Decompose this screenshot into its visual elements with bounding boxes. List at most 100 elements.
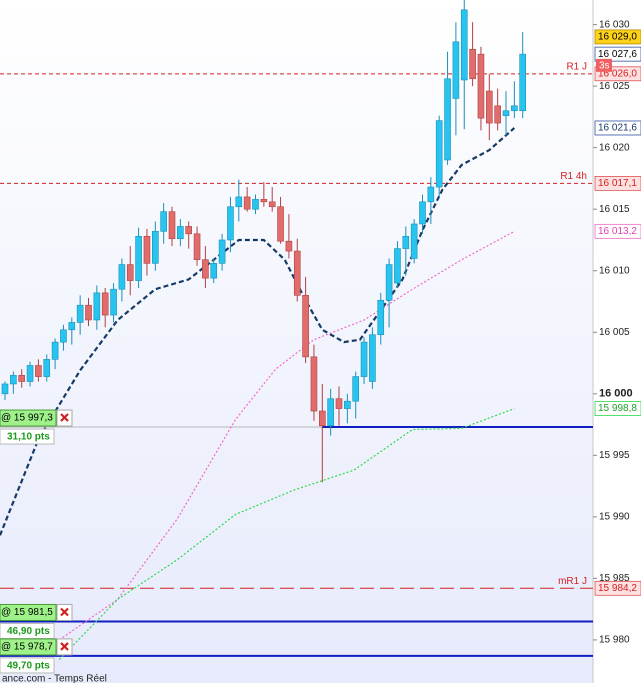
candle-body (177, 226, 184, 240)
level-label: R1 4h (560, 171, 587, 182)
candle-body (485, 90, 493, 124)
order-pts: 31,10 pts (7, 432, 50, 443)
level-tag-box (594, 176, 641, 191)
order-pts: 49,70 pts (7, 661, 50, 672)
candle-body (18, 375, 26, 382)
candle-body (202, 259, 209, 279)
candle-body (260, 199, 268, 203)
candle-body (494, 105, 501, 124)
candle-body (419, 201, 426, 225)
order-label: @ 15 981,5 (1, 607, 53, 618)
order-box (0, 409, 57, 427)
price-tag: 15 998,8 (598, 403, 637, 414)
candle-body (477, 53, 485, 119)
candle-body (210, 263, 218, 279)
candle-body (60, 329, 67, 343)
candle-body (93, 292, 101, 321)
price-tag: 16 027,6 (598, 49, 637, 60)
candle-body (143, 235, 151, 264)
candle-body (76, 304, 84, 323)
order-box (0, 603, 57, 621)
order-label: @ 15 978,7 (1, 642, 53, 653)
candle-body (344, 400, 351, 409)
level-label: R1 J (566, 61, 587, 72)
level-tag: 16 017,1 (598, 178, 637, 189)
candle-body (360, 341, 368, 377)
candle-body (243, 196, 251, 210)
candle-body (327, 398, 334, 427)
candle-body (519, 53, 527, 112)
candle-body (310, 356, 318, 412)
candle-body (168, 211, 176, 240)
candle-body (410, 223, 418, 259)
candle-body (377, 299, 385, 336)
candle-body (51, 341, 59, 360)
price-tag-box (594, 46, 641, 62)
candle-body (394, 248, 401, 284)
candle-body (118, 264, 126, 290)
candle-body (152, 231, 159, 264)
moving-average (58, 230, 515, 641)
y-tick-label: 16 025 (599, 81, 630, 92)
price-tag-box (594, 223, 641, 239)
y-tick-label: 15 985 (599, 573, 630, 584)
y-tick-label: 16 000 (599, 388, 633, 400)
order-cancel-icon (60, 413, 69, 422)
y-tick-label: 16 010 (599, 265, 630, 276)
y-tick-label: 16 005 (599, 327, 630, 338)
candle-body (511, 105, 518, 112)
timer-box (596, 58, 612, 72)
order-cancel-icon (60, 642, 69, 651)
candle-body (85, 304, 92, 321)
plot-background (0, 0, 593, 683)
candle-body (444, 78, 451, 161)
candle-body (427, 186, 435, 203)
axis-background (593, 0, 641, 683)
price-tag-box (594, 120, 641, 136)
price-tag: 16 013,2 (598, 226, 637, 237)
candle-body (469, 48, 476, 80)
candle-body (10, 375, 17, 385)
candle-body (193, 233, 201, 260)
candle-body (460, 9, 468, 81)
candle-body (302, 295, 309, 358)
y-tick-label: 15 990 (599, 512, 630, 523)
level-label: mR1 J (558, 576, 587, 587)
candle-body (218, 239, 226, 264)
timer: 3s (599, 60, 610, 71)
y-tick-label: 16 020 (599, 142, 630, 153)
y-tick-label: 15 995 (599, 450, 630, 461)
candle-body (335, 398, 343, 409)
candle-body (68, 322, 76, 331)
pts-box (0, 428, 55, 445)
candle-body (452, 41, 460, 99)
order-label: @ 15 997,3 (1, 413, 53, 424)
order-pts: 46,90 pts (7, 626, 50, 637)
price-tag-box (594, 401, 641, 416)
candle-body (110, 288, 117, 316)
candle-body (502, 110, 510, 116)
candle-body (402, 235, 410, 249)
candle-body (135, 235, 142, 281)
candle-body (185, 226, 192, 235)
candle-body (227, 206, 234, 241)
level-tag: 16 026,0 (598, 68, 637, 79)
candle-body (285, 240, 293, 252)
candle-body (235, 196, 243, 208)
price-tag: 16 029,0 (598, 32, 637, 43)
candle-body (352, 376, 360, 402)
candle-body (1, 383, 9, 395)
order-box (0, 638, 57, 656)
candle-body (126, 264, 134, 281)
candle-body (252, 199, 259, 210)
y-tick-label: 15 980 (599, 635, 630, 646)
y-tick-label: 16 030 (599, 19, 630, 30)
footer: ance.com - Temps Réel (2, 674, 107, 683)
y-tick-label: 16 015 (599, 204, 630, 215)
order-cancel-icon (60, 607, 69, 617)
pts-box (0, 657, 55, 674)
candle-body (268, 201, 276, 208)
candle-body (277, 206, 284, 242)
level-tag-box (594, 580, 641, 596)
